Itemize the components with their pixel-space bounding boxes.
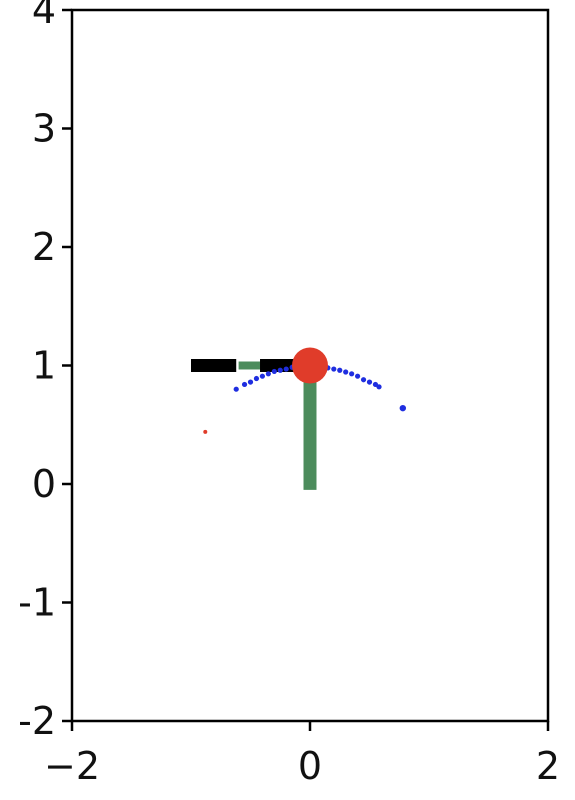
- trail-point: [355, 373, 361, 379]
- plot-area: −2 0 2 -2 -1 0 1 2 3 4: [18, 0, 560, 788]
- y-tick-label: -1: [18, 581, 56, 625]
- trail-point: [283, 366, 289, 372]
- trail-point: [233, 386, 239, 392]
- y-tick-label: 1: [32, 344, 56, 388]
- y-tick-label: 0: [32, 462, 56, 506]
- x-tick-label: 2: [536, 744, 560, 788]
- target-point: [203, 429, 208, 434]
- x-axis-ticks: −2 0 2: [44, 721, 560, 788]
- x-tick-label: −2: [44, 744, 100, 788]
- trail-point: [241, 381, 248, 388]
- trail-point: [399, 404, 407, 412]
- trail-point: [366, 379, 373, 385]
- y-axis-ticks: -2 -1 0 1 2 3 4: [18, 0, 72, 743]
- trail-point: [360, 377, 367, 383]
- chart-marks: [191, 347, 407, 490]
- red-joint-marker: [292, 347, 328, 384]
- y-tick-label: 3: [32, 107, 56, 151]
- y-tick-label: 4: [32, 0, 56, 32]
- trail-point: [265, 371, 271, 377]
- trail-point: [247, 379, 254, 385]
- trail-point: [259, 373, 265, 379]
- y-tick-label: 2: [32, 225, 56, 269]
- trail-point: [343, 369, 349, 375]
- trail-point: [271, 368, 277, 375]
- trail-point: [331, 366, 337, 372]
- trail-point: [253, 375, 260, 382]
- trail-point: [277, 367, 283, 373]
- trail-point: [376, 384, 382, 390]
- y-tick-label: -2: [18, 699, 56, 743]
- x-tick-label: 0: [298, 744, 322, 788]
- trail-point: [349, 371, 355, 377]
- trail-point: [337, 367, 343, 373]
